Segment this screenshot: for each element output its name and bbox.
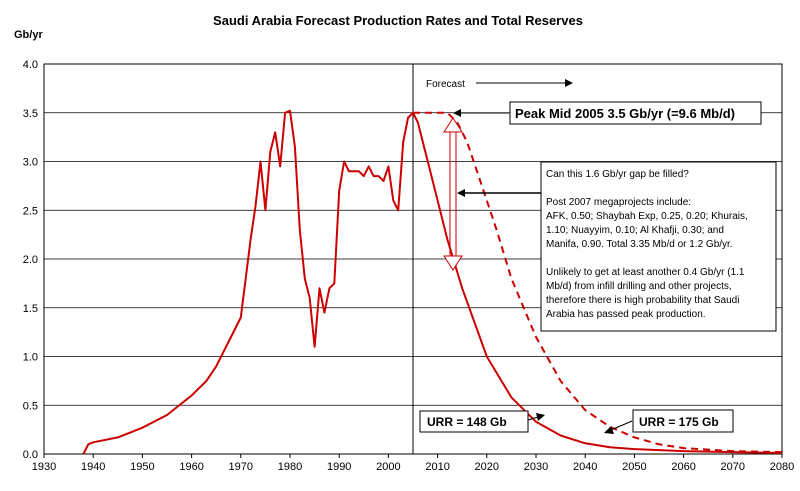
unlikely-line-4: Arabia has passed peak production.: [546, 309, 706, 320]
unlikely-line-1: Unlikely to get at least another 0.4 Gb/…: [546, 267, 745, 278]
unlikely-line-2: Mb/d) from infill drilling and other pro…: [546, 281, 732, 292]
urr-175-arrow-head: [604, 426, 614, 434]
x-tick-label: 2040: [573, 461, 597, 473]
gap-explanation-box: [540, 161, 777, 332]
x-tick-label: 1970: [229, 461, 253, 473]
peak-annotation-text: Peak Mid 2005 3.5 Gb/yr (=9.6 Mb/d): [515, 106, 735, 121]
y-tick-label: 3.5: [23, 108, 38, 120]
x-tick-label: 2060: [671, 461, 695, 473]
y-axis-unit: Gb/yr: [14, 29, 43, 41]
gap-line-2: AFK, 0.50; Shaybah Exp, 0.25, 0.20; Khur…: [546, 211, 748, 222]
series-line-solid: [82, 109, 783, 455]
series-line-dashed: [413, 111, 783, 454]
unlikely-line-3: therefore there is high probability that…: [546, 295, 739, 306]
x-tick-label: 2070: [721, 461, 745, 473]
y-tick-label: 0.0: [23, 449, 38, 461]
x-tick-label: 2000: [376, 461, 400, 473]
chart-title: Saudi Arabia Forecast Production Rates a…: [213, 13, 583, 28]
urr-175-arrow: [610, 420, 633, 431]
x-tick-label: 1980: [278, 461, 302, 473]
y-axis-ticks: 0.0 0.5 1.0 1.5 2.0 2.5 3.0 3.5 4.0: [23, 59, 38, 461]
x-tick-label: 2080: [770, 461, 794, 473]
gap-pointer-arrow-head: [457, 189, 465, 197]
x-tick-label: 2020: [475, 461, 499, 473]
y-tick-label: 2.5: [23, 205, 38, 217]
x-tick-label: 1960: [179, 461, 203, 473]
gap-double-arrow: [443, 117, 463, 271]
peak-annotation-box: [509, 101, 762, 125]
x-tick-label: 1930: [32, 461, 56, 473]
x-tick-label: 1990: [327, 461, 351, 473]
y-tick-label: 4.0: [23, 59, 38, 71]
x-tick-label: 2030: [524, 461, 548, 473]
y-tick-label: 1.5: [23, 303, 38, 315]
gap-question: Can this 1.6 Gb/yr gap be filled?: [546, 169, 689, 180]
x-tick-label: 1950: [130, 461, 154, 473]
urr-148-arrow-head: [536, 413, 545, 421]
gap-line-3: 1.10; Nuayyim, 0.10; Al Khafji, 0.30; an…: [546, 225, 724, 236]
y-tick-label: 1.0: [23, 352, 38, 364]
urr-148-box: [419, 410, 529, 433]
forecast-arrow-head: [565, 79, 573, 87]
urr-148-arrow: [527, 416, 539, 421]
urr-175-label: URR = 175 Gb: [639, 415, 719, 429]
y-tick-label: 3.0: [23, 157, 38, 169]
urr-148-label: URR = 148 Gb: [427, 415, 507, 429]
series-layer: [82, 109, 783, 455]
urr-175-box: [632, 409, 734, 433]
peak-arrow-head: [453, 109, 461, 117]
x-axis-ticks: 1930 1940 1950 1960 1970 1980 1990 2000 2010 2020…: [32, 454, 794, 473]
x-tick-label: 1940: [81, 461, 105, 473]
gap-line-4: Manifa, 0.90. Total 3.35 Mb/d or 1.2 Gb/…: [546, 239, 733, 250]
y-tick-label: 2.0: [23, 254, 38, 266]
gap-line-1: Post 2007 megaprojects include:: [546, 197, 691, 208]
x-tick-label: 2050: [622, 461, 646, 473]
x-tick-label: 2010: [425, 461, 449, 473]
y-tick-label: 0.5: [23, 400, 38, 412]
forecast-label: Forecast: [426, 79, 465, 90]
